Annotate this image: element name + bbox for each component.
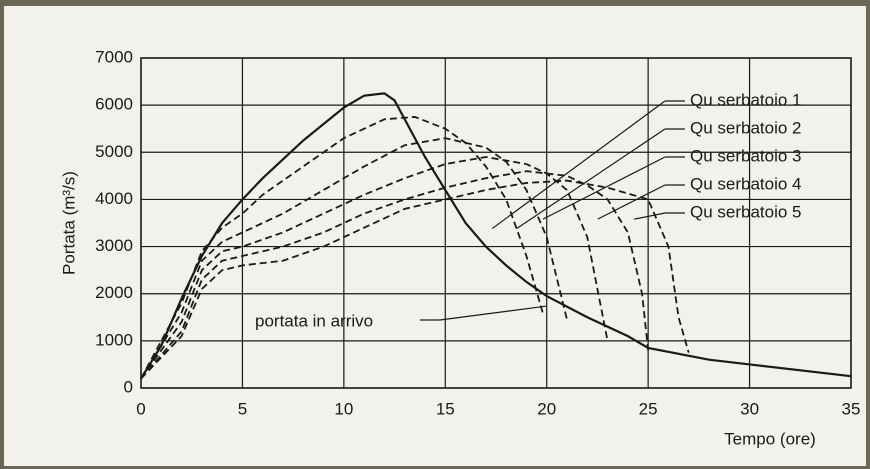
series-line: [140, 137, 568, 380]
series-line: [140, 179, 690, 380]
y-axis-label: Portata (m³/s): [59, 171, 78, 275]
y-tick-label: 4000: [95, 189, 133, 208]
x-tick-label: 20: [537, 399, 556, 418]
leader-line: [634, 212, 666, 220]
series-line: [140, 92, 852, 380]
leader-line: [439, 305, 547, 321]
x-tick-label: 10: [334, 399, 353, 418]
y-tick-label: 0: [124, 377, 133, 396]
x-axis-label: Tempo (ore): [724, 429, 816, 448]
legend-label: Qu serbatoio 3: [690, 146, 802, 165]
x-tick-label: 25: [639, 399, 658, 418]
x-tick-label: 15: [436, 399, 455, 418]
legend-label: Qu serbatoio 2: [690, 118, 802, 137]
y-tick-label: 5000: [95, 142, 133, 161]
x-tick-label: 30: [740, 399, 759, 418]
leader-line: [542, 156, 666, 220]
annotation: portata in arrivo: [255, 311, 373, 330]
x-tick-label: 0: [136, 399, 145, 418]
leader-line: [597, 184, 666, 220]
legend-label: Qu serbatoio 5: [690, 202, 802, 221]
y-tick-label: 6000: [95, 95, 133, 114]
y-tick-label: 3000: [95, 236, 133, 255]
chart-background: [4, 6, 866, 466]
series-line: [140, 116, 544, 379]
y-tick-label: 2000: [95, 283, 133, 302]
y-tick-label: 1000: [95, 330, 133, 349]
x-tick-label: 35: [842, 399, 861, 418]
x-tick-label: 5: [238, 399, 247, 418]
leader-line: [491, 100, 666, 230]
legend-label: Qu serbatoio 1: [690, 90, 802, 109]
legend-label: Qu serbatoio 4: [690, 174, 802, 193]
y-tick-label: 7000: [95, 47, 133, 66]
leader-line: [516, 128, 666, 230]
